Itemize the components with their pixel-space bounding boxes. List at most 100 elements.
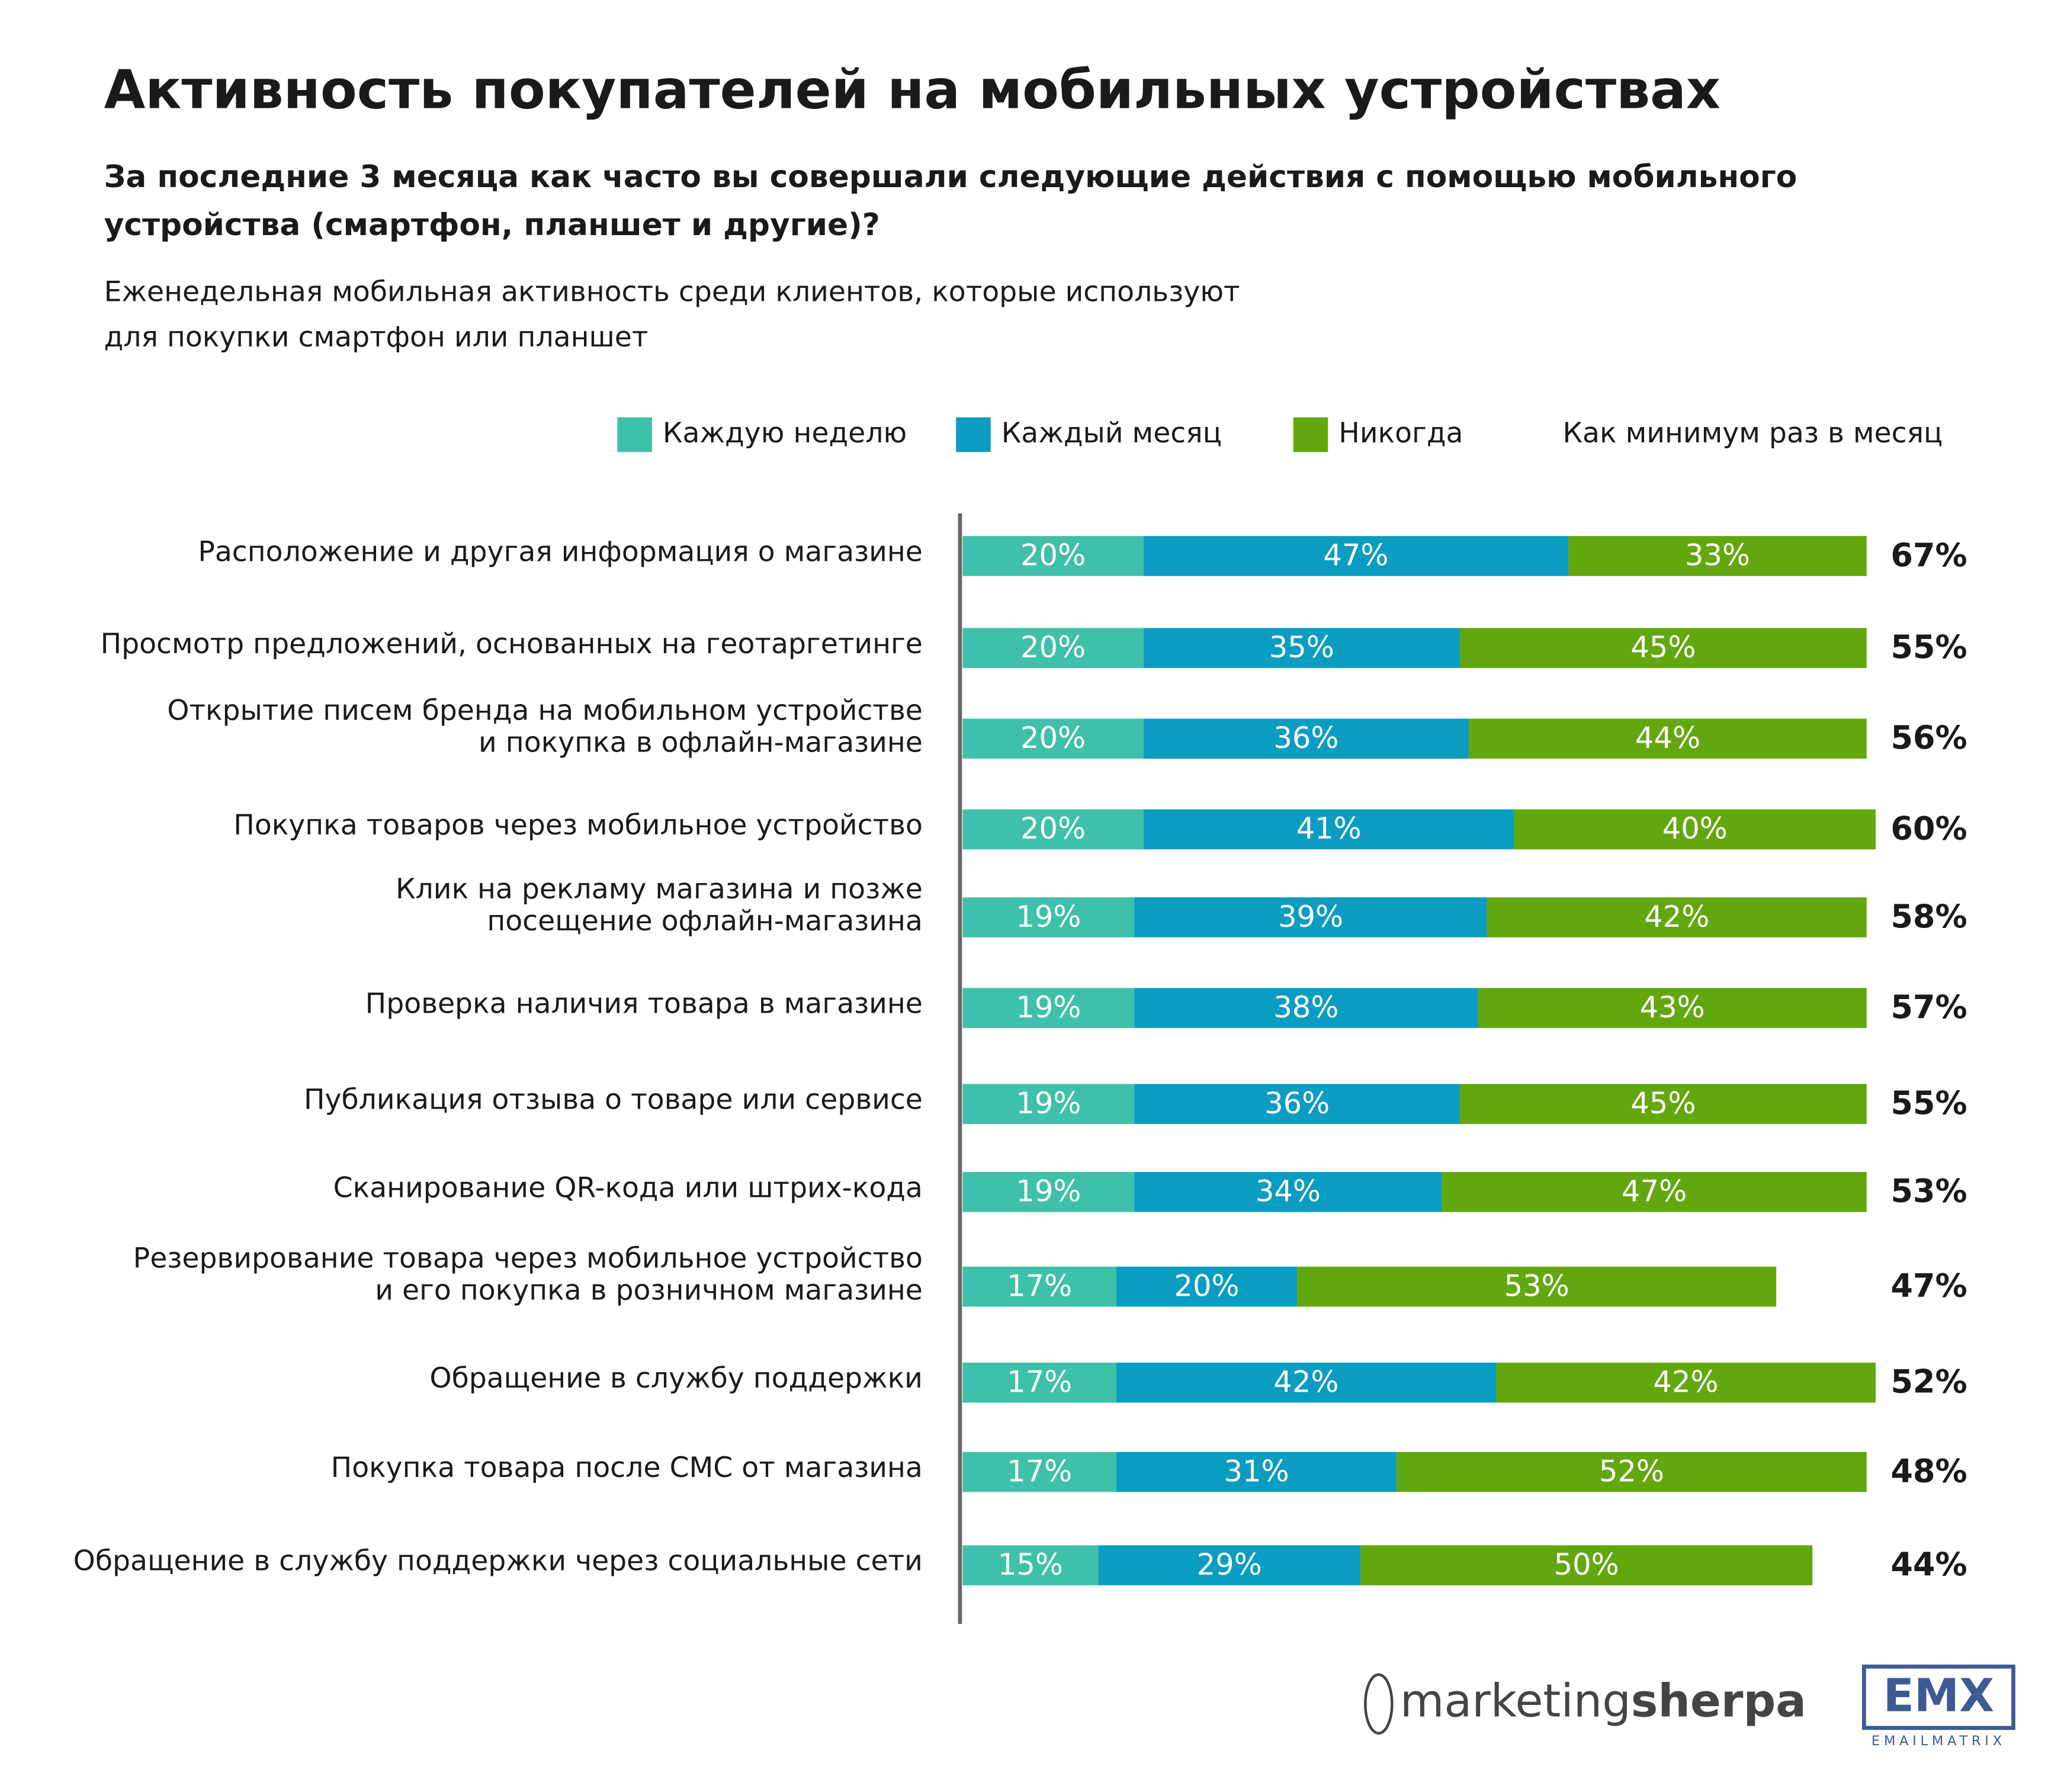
legend-label: Как минимум раз в месяц — [1563, 417, 1943, 449]
bar-segment — [962, 1266, 1116, 1307]
bar-segment — [962, 809, 1144, 850]
bar-segment — [962, 536, 1144, 576]
total-label: 57% — [1890, 988, 1967, 1026]
total-label: 44% — [1890, 1546, 1967, 1583]
logo-box — [1861, 1664, 2015, 1730]
bar-segment — [1495, 1362, 1876, 1403]
chart-title: Активность покупателей на мобильных устр… — [104, 59, 1720, 121]
segment-label: 43% — [1640, 990, 1705, 1025]
bar-segment — [962, 897, 1135, 937]
note: для покупки смартфон или планшет — [104, 321, 649, 354]
bar-segment — [1459, 1084, 1867, 1124]
segment-label: 15% — [998, 1547, 1063, 1582]
total-label: 55% — [1890, 628, 1967, 666]
segment-label: 17% — [1007, 1364, 1072, 1399]
bar-segment — [1459, 628, 1867, 669]
segment-label: 34% — [1256, 1174, 1321, 1209]
bar-segment — [1297, 1266, 1777, 1307]
bar-segment — [1098, 1545, 1361, 1585]
category-label: Обращение в службу поддержки — [429, 1362, 923, 1395]
segment-label: 53% — [1504, 1268, 1569, 1303]
bar-segment — [962, 628, 1144, 669]
segment-label: 35% — [1269, 630, 1334, 664]
logo-text: sherpa — [1631, 1675, 1806, 1727]
bar-segment — [1143, 718, 1469, 759]
segment-label: 42% — [1273, 1364, 1338, 1399]
total-label: 60% — [1890, 810, 1967, 847]
segment-label: 45% — [1630, 630, 1696, 664]
segment-label: 47% — [1622, 1174, 1687, 1209]
segment-label: 42% — [1654, 1364, 1719, 1399]
segment-label: 39% — [1278, 900, 1343, 934]
segment-label: 20% — [1020, 721, 1086, 755]
subtitle: устройства (смартфон, планшет и другие)? — [104, 207, 880, 243]
legend-label: Каждую неделю — [663, 417, 907, 449]
category-label: Покупка товара после СМС от магазина — [331, 1451, 923, 1484]
total-label: 67% — [1890, 537, 1967, 574]
bar-segment — [962, 1084, 1135, 1124]
category-label: Проверка наличия товара в магазине — [365, 988, 923, 1020]
bar-segment — [962, 718, 1144, 759]
segment-label: 20% — [1020, 630, 1086, 664]
logo-text: marketing — [1400, 1675, 1631, 1727]
segment-label: 52% — [1599, 1454, 1664, 1488]
logo-marketingsherpa: marketingsherpa — [1364, 1673, 1806, 1735]
category-label: Расположение и другая информация о магаз… — [198, 535, 923, 568]
category-label: Сканирование QR-кода или штрих-кода — [333, 1171, 923, 1204]
bar-segment — [1442, 1172, 1867, 1212]
segment-label: 29% — [1197, 1547, 1262, 1582]
bar-segment — [1568, 536, 1867, 576]
bar-segment — [1397, 1451, 1867, 1492]
segment-label: 19% — [1016, 990, 1081, 1025]
note: Еженедельная мобильная активность среди … — [104, 275, 1240, 308]
bar-segment — [1143, 628, 1460, 669]
segment-label: 20% — [1174, 1268, 1240, 1303]
category-label: Обращение в службу поддержки через социа… — [73, 1545, 923, 1578]
segment-label: 17% — [1007, 1454, 1072, 1488]
logo-text: EMX — [1883, 1669, 1994, 1722]
bar-segment — [1116, 1266, 1298, 1307]
segment-label: 31% — [1224, 1454, 1289, 1488]
bar-segment — [1478, 988, 1867, 1028]
logo-caption: EMAILMATRIX — [1872, 1733, 2006, 1749]
legend-swatch — [956, 417, 991, 452]
segment-label: 19% — [1016, 1174, 1081, 1209]
bar-segment — [1134, 988, 1478, 1028]
segment-label: 17% — [1007, 1268, 1072, 1303]
bar-segment — [962, 988, 1135, 1028]
segment-label: 36% — [1273, 721, 1338, 755]
segment-label: 45% — [1630, 1086, 1696, 1120]
segment-label: 47% — [1323, 538, 1388, 573]
bar-segment — [1514, 809, 1876, 850]
subtitle: За последние 3 месяца как часто вы совер… — [104, 159, 1797, 195]
bar-segment — [1134, 1084, 1460, 1124]
total-label: 47% — [1890, 1267, 1967, 1305]
total-label: 48% — [1890, 1452, 1967, 1489]
bar-segment — [962, 1545, 1099, 1585]
logo-emx: EMX EMAILMATRIX — [1861, 1664, 2015, 1749]
total-label: 56% — [1890, 719, 1967, 756]
segment-label: 38% — [1273, 990, 1338, 1025]
category-label: Просмотр предложений, основанных на геот… — [101, 628, 923, 660]
category-label: Резервирование товара через мобильное ус… — [133, 1242, 923, 1307]
segment-label: 20% — [1020, 538, 1086, 573]
segment-label: 41% — [1296, 811, 1362, 846]
bar-segment — [962, 1451, 1116, 1492]
total-label: 52% — [1890, 1363, 1967, 1401]
total-label: 53% — [1890, 1173, 1967, 1210]
segment-label: 19% — [1016, 900, 1081, 934]
logo-text: marketingsherpa — [1400, 1675, 1806, 1727]
legend-label: Никогда — [1338, 417, 1463, 449]
category-label: Открытие писем бренда на мобильном устро… — [167, 694, 923, 759]
bar-segment — [1143, 536, 1569, 576]
segment-label: 50% — [1554, 1547, 1619, 1582]
segment-label: 19% — [1016, 1086, 1081, 1120]
bar-segment — [1134, 897, 1487, 937]
legend-swatch — [617, 417, 652, 452]
bar-segment — [962, 1362, 1116, 1403]
bar-segment — [1116, 1362, 1496, 1403]
bar-segment — [1134, 1172, 1442, 1212]
segment-label: 42% — [1644, 900, 1709, 934]
category-label: Покупка товаров через мобильное устройст… — [233, 809, 923, 842]
